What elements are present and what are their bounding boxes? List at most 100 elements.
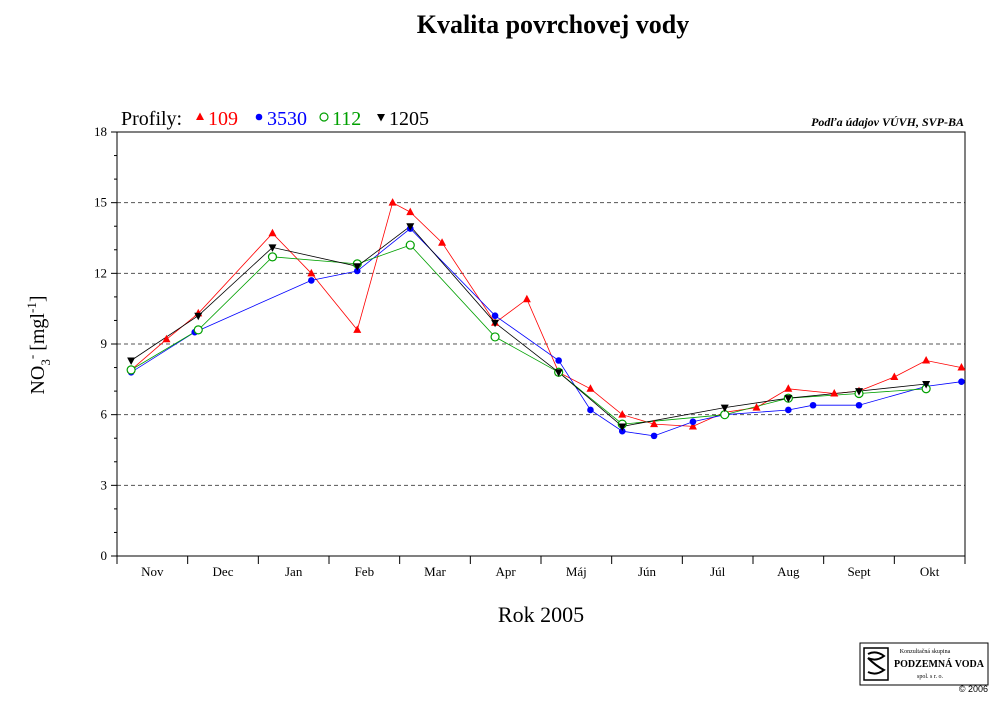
point-1205 [618,423,627,431]
logo-emblem-icon [863,647,889,681]
y-tick-label: 0 [101,548,108,563]
point-1205 [406,223,415,231]
point-109 [307,268,316,277]
legend-entry-109: 109 [208,108,238,130]
copyright: © 2006 [959,684,988,694]
point-109 [522,294,531,303]
logo-line3: spol. s r. o. [917,674,944,680]
x-tick-label: Nov [141,564,164,579]
point-109 [586,384,595,392]
point-109 [618,410,627,418]
series-line-109 [130,202,962,427]
point-109 [162,334,171,343]
y-label-unit: [mgl [27,313,49,351]
point-109 [890,372,899,380]
point-109 [650,419,659,428]
point-1205 [720,404,729,413]
y-tick-label: 18 [94,124,107,139]
point-1205 [127,357,136,365]
series-group [126,198,966,440]
point-3530 [618,427,626,435]
x-tick-label: Jún [638,564,657,579]
point-3530 [353,267,361,275]
point-109 [784,384,793,392]
point-3530 [555,357,562,364]
x-tick-label: Apr [496,564,517,579]
point-109 [438,238,447,246]
y-label-sub: 3 [38,359,53,366]
point-3530 [491,312,499,320]
point-112 [193,325,203,335]
point-3530 [958,378,965,385]
y-axis-label: NO3- [mgl-1] [24,295,53,394]
point-112 [490,332,500,342]
point-3530 [855,401,863,409]
legend-marker-3530 [255,113,263,121]
point-109 [830,388,839,397]
point-3530 [785,406,792,414]
x-tick-label: Mar [424,564,446,579]
grid [117,202,965,486]
y-label-end: ] [27,295,49,302]
legend-entry-112: 112 [332,108,361,130]
y-tick-label: 9 [101,336,108,351]
point-109 [268,228,277,237]
series-line-1205 [130,225,927,427]
point-3530 [308,277,315,284]
point-109 [957,363,966,371]
point-3530 [587,406,594,414]
point-112 [267,252,278,262]
point-1205 [922,381,931,389]
x-tick-label: Sept [847,564,871,579]
y-tick-label: 15 [94,195,107,210]
y-label-sup1: - [24,355,39,359]
y-axis: 0 3 6 9 12 15 18 [94,124,117,563]
logo-line1: Konzultačná skupina [900,649,951,655]
point-1205 [491,319,500,328]
legend: Profily: 109 3530 112 1205 [121,108,429,130]
point-1205 [855,388,863,396]
series-line-112 [130,244,927,425]
legend-marker-109 [196,112,204,120]
legend-marker-1205 [377,114,385,122]
point-112 [126,365,136,375]
point-1205 [784,395,793,403]
legend-label: Profily: [121,108,182,130]
legend-entry-3530: 3530 [267,108,307,130]
point-109 [353,325,362,333]
x-tick-label: Jan [285,564,303,579]
x-tick-label: Máj [566,564,587,579]
point-109 [922,355,931,364]
y-tick-label: 3 [101,477,108,492]
point-3530 [650,432,658,440]
logo-line2: PODZEMNÁ VODA [894,658,985,670]
legend-entry-1205: 1205 [389,108,429,130]
point-109 [752,403,761,411]
series-line-3530 [130,228,962,437]
point-3530 [809,401,817,409]
company-logo: Konzultačná skupina PODZEMNÁ VODA spol. … [859,642,989,686]
point-1205 [268,244,277,252]
y-tick-label: 12 [94,265,107,280]
legend-marker-112 [319,112,329,122]
y-tick-label: 6 [101,407,108,422]
point-3530 [689,418,697,426]
x-tick-label: Feb [355,564,375,579]
x-tick-label: Dec [213,564,234,579]
point-1205 [554,369,563,377]
point-109 [406,207,415,216]
point-112 [405,240,415,250]
x-tick-label: Aug [777,564,800,579]
x-axis: Nov Dec Jan Feb Mar Apr Máj Jún Júl Aug Sept Okt [116,556,966,579]
point-109 [388,198,397,206]
source-note: Podľa údajov VÚVH, SVP-BA [811,115,964,129]
point-109 [688,421,697,430]
y-label-sup2: -1 [24,302,39,313]
chart-title: Kvalita povrchovej vody [417,10,690,39]
y-label-main: NO [27,366,49,395]
point-1205 [194,312,203,321]
point-1205 [353,263,362,271]
x-tick-label: Okt [920,564,940,579]
x-axis-label: Rok 2005 [498,602,584,627]
